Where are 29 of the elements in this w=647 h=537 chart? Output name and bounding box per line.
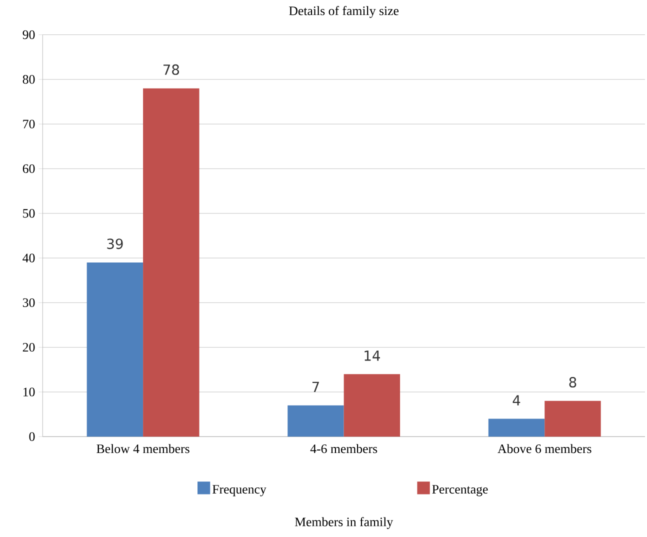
chart-title: Details of family size [289, 6, 399, 18]
y-tick-label: 80 [22, 75, 35, 84]
x-tick-label: Below 4 members [96, 444, 190, 454]
x-tick-label: Above 6 members [498, 444, 592, 454]
data-label: 7 [312, 382, 319, 392]
x-axis-title: Members in family [294, 517, 394, 530]
y-tick-label: 90 [22, 30, 35, 40]
x-tick-label: 4-6 members [310, 444, 378, 454]
legend-label: Percentage [432, 485, 488, 496]
y-tick-label: 20 [22, 343, 35, 352]
y-tick-label: 40 [22, 254, 35, 262]
y-tick-label: 10 [23, 388, 35, 396]
y-tick-label: 0 [29, 432, 35, 442]
data-label: 4 [512, 395, 520, 406]
y-tick-label: 50 [23, 209, 35, 218]
bar [344, 374, 400, 437]
y-tick-label: 70 [23, 120, 35, 128]
bar [143, 88, 200, 437]
data-label: 78 [163, 64, 180, 75]
bar [544, 400, 601, 437]
data-label: 8 [569, 377, 576, 388]
y-tick-label: 60 [22, 164, 35, 174]
legend-label: Frequency [212, 485, 266, 496]
bar [288, 405, 344, 437]
data-label: 39 [107, 238, 123, 250]
bar [488, 418, 545, 437]
y-tick-label: 30 [22, 298, 35, 308]
data-label: 14 [364, 350, 380, 361]
bar [86, 262, 144, 437]
